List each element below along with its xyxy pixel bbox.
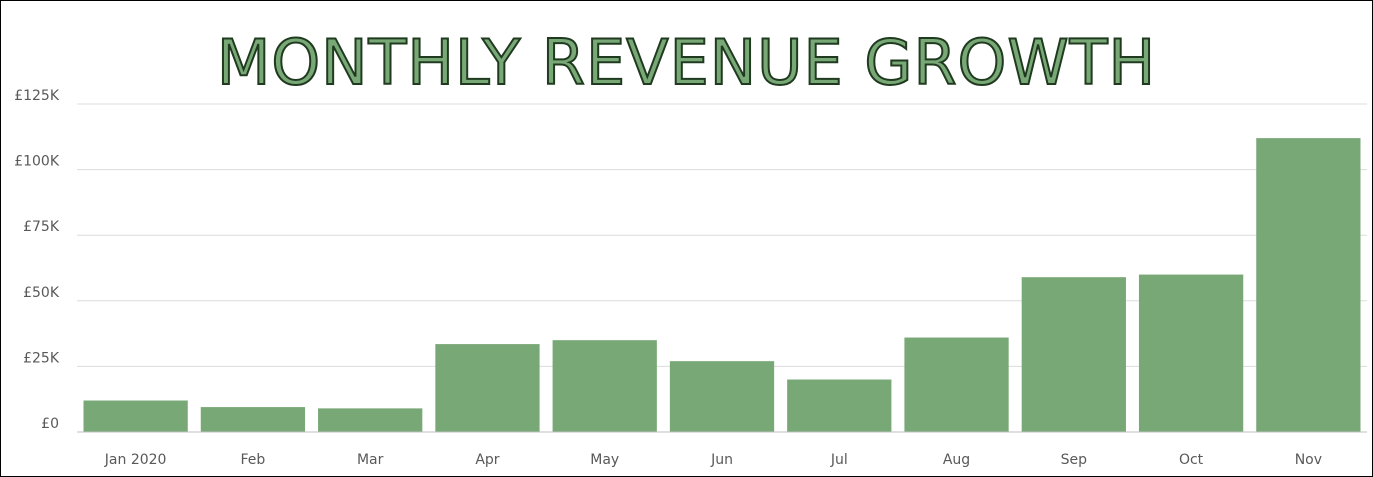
x-tick-label: Mar — [357, 452, 384, 468]
bar — [435, 344, 540, 432]
bar — [669, 361, 775, 432]
x-tick-label: Apr — [475, 452, 499, 468]
chart-title: MONTHLY REVENUE GROWTH — [216, 25, 1157, 100]
x-tick-label: Nov — [1295, 452, 1322, 468]
bar — [1138, 274, 1244, 432]
bar — [83, 400, 188, 432]
bar — [318, 408, 423, 432]
x-tick-label: Jul — [830, 452, 848, 468]
x-tick-label: Aug — [943, 452, 970, 468]
bar — [552, 340, 657, 432]
x-tick-label: Feb — [241, 452, 266, 468]
bar — [1021, 277, 1126, 432]
x-tick-label: Jun — [710, 452, 733, 468]
y-tick-label: £25K — [23, 350, 60, 366]
x-tick-label: Oct — [1179, 452, 1204, 468]
x-tick-label: May — [590, 452, 619, 468]
y-tick-label: £50K — [23, 285, 60, 301]
y-tick-label: £0 — [41, 416, 59, 432]
y-tick-label: £125K — [14, 88, 60, 104]
y-tick-label: £100K — [14, 154, 60, 170]
bar — [904, 337, 1009, 432]
x-tick-label: Jan 2020 — [104, 452, 167, 468]
y-tick-label: £75K — [23, 219, 60, 235]
bar — [1256, 138, 1361, 432]
bar — [200, 407, 306, 432]
bar — [787, 379, 892, 432]
x-tick-label: Sep — [1061, 452, 1088, 468]
